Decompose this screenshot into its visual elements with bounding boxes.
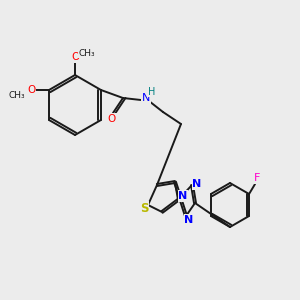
- Text: N: N: [184, 215, 194, 225]
- Text: H: H: [148, 87, 156, 97]
- Text: O: O: [71, 52, 79, 62]
- Text: N: N: [178, 191, 188, 201]
- Text: CH₃: CH₃: [79, 49, 95, 58]
- Text: O: O: [27, 85, 35, 95]
- Text: N: N: [142, 93, 150, 103]
- Text: O: O: [108, 114, 116, 124]
- Text: CH₃: CH₃: [9, 91, 25, 100]
- Text: S: S: [140, 202, 148, 214]
- Text: N: N: [192, 179, 202, 189]
- Text: F: F: [254, 173, 260, 183]
